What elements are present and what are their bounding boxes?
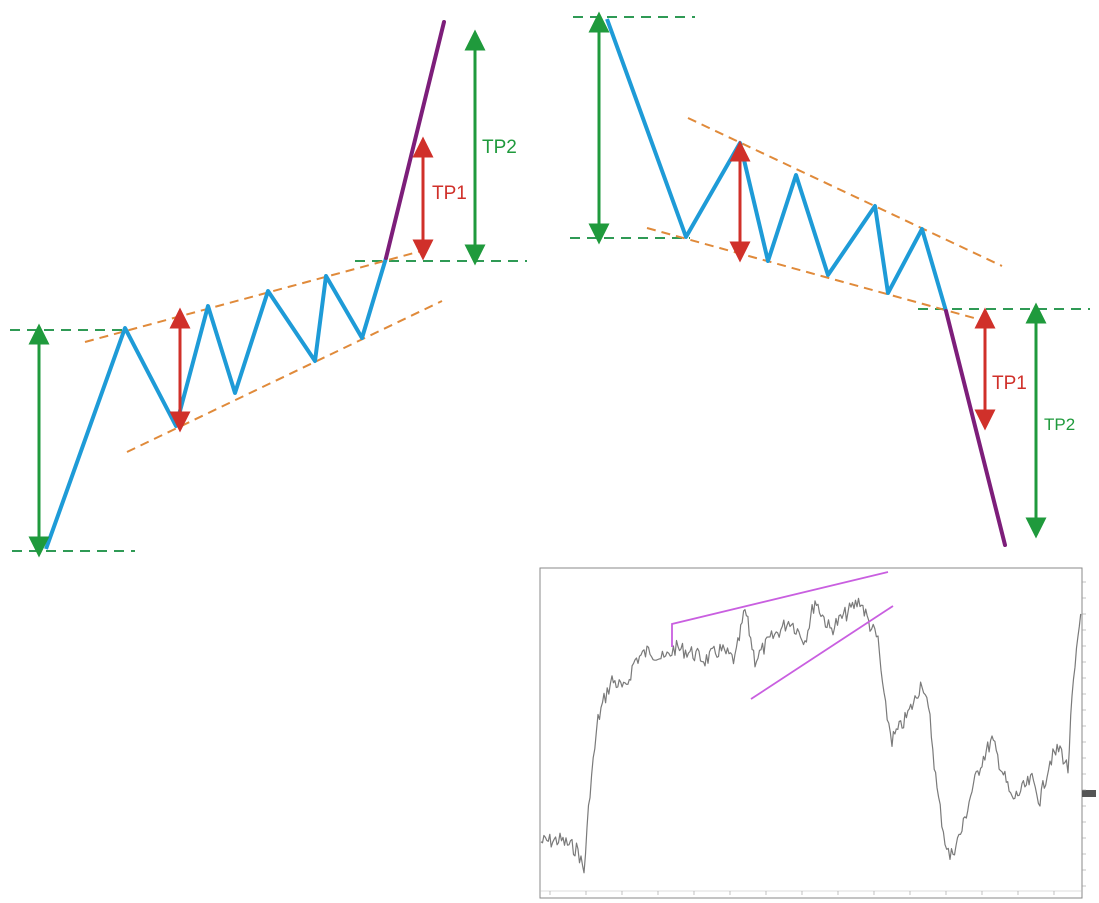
- rising-wedge-breakout-move: [384, 20, 446, 260]
- falling-wedge-lower-boundary: [646, 227, 986, 322]
- price-chart-lower-trendline: [750, 605, 894, 700]
- rising-wedge-tp2-label: TP2: [482, 137, 517, 158]
- price-chart-current-price-marker: [1082, 790, 1096, 797]
- falling-wedge-pattern: TP1 TP2: [570, 11, 1090, 547]
- falling-wedge-breakout-move: [944, 309, 1007, 547]
- price-chart-frame: [539, 567, 1083, 899]
- falling-wedge-upper-boundary: [687, 117, 1003, 267]
- rising-wedge-price-path: [44, 257, 388, 550]
- rising-wedge-tp1-label: TP1: [432, 183, 467, 204]
- price-chart-example: [539, 567, 1096, 899]
- falling-wedge-tp2-label: TP2: [1044, 415, 1075, 434]
- price-chart-upper-trendline: [671, 571, 889, 647]
- rising-wedge-pattern: TP1 TP2: [10, 20, 527, 558]
- falling-wedge-tp1-label: TP1: [992, 373, 1027, 394]
- price-chart-series: [540, 597, 1082, 874]
- rising-wedge-upper-boundary: [84, 249, 426, 343]
- rising-wedge-lower-boundary: [126, 300, 443, 453]
- price-chart-axis-ticks: [549, 581, 1086, 895]
- falling-wedge-price-path: [605, 18, 948, 312]
